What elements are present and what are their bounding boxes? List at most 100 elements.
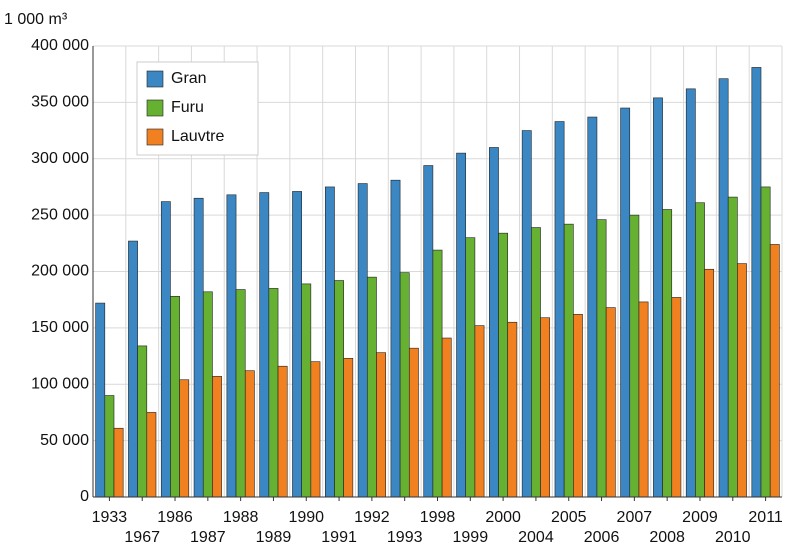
bar [638, 301, 649, 498]
bar [769, 244, 780, 498]
bar [146, 412, 157, 498]
x-tick-label: 1999 [453, 529, 489, 546]
x-tick-label: 1967 [124, 529, 160, 546]
x-tick-label: 2010 [715, 529, 751, 546]
bar [235, 289, 246, 498]
x-tick-label: 2009 [682, 509, 718, 526]
bar [718, 78, 729, 498]
bar [704, 268, 715, 498]
legend-swatch [146, 128, 164, 146]
bar [277, 365, 288, 498]
bar [268, 288, 279, 498]
bar [465, 237, 476, 498]
bar [671, 297, 682, 498]
bar [128, 240, 138, 498]
bar [160, 201, 171, 498]
x-tick-label: 2011 [748, 509, 783, 526]
x-tick-label: 1993 [387, 529, 423, 546]
bar [292, 191, 302, 498]
bar [620, 107, 631, 498]
bar [751, 67, 762, 498]
y-axis-label: 1 000 m³ [4, 11, 68, 28]
x-tick-label: 2008 [649, 529, 685, 546]
x-tick-label: 1986 [157, 509, 193, 526]
y-tick-label: 0 [80, 488, 89, 505]
y-tick-label: 50 000 [40, 432, 89, 449]
bar [540, 317, 551, 498]
bar [727, 196, 738, 498]
bar [113, 427, 124, 498]
bar [629, 214, 640, 498]
bar [489, 147, 499, 498]
y-tick-label: 350 000 [31, 94, 89, 111]
bar [226, 194, 237, 498]
bar [390, 179, 401, 498]
y-tick-label: 300 000 [31, 150, 89, 167]
x-tick-label: 1991 [321, 529, 357, 546]
bar [366, 276, 377, 498]
y-tick-label: 400 000 [31, 37, 89, 54]
legend-label: Furu [171, 99, 204, 116]
x-tick-label: 1989 [256, 529, 292, 546]
bar [685, 88, 696, 498]
bar [737, 263, 747, 498]
bar [653, 97, 663, 498]
y-tick-label: 200 000 [31, 263, 89, 280]
bar [244, 370, 255, 498]
x-tick-label: 1987 [190, 529, 226, 546]
bar [573, 314, 583, 498]
bar [170, 296, 180, 498]
bar [376, 352, 386, 498]
bar [563, 223, 574, 498]
x-tick-label: 2006 [584, 529, 620, 546]
bar [596, 219, 607, 498]
bar [310, 361, 321, 498]
bar [399, 272, 410, 498]
x-tick-label: 1933 [92, 509, 128, 526]
bar [95, 302, 106, 498]
bar [202, 291, 213, 498]
bar [334, 280, 344, 498]
bar [521, 130, 532, 498]
bar [441, 337, 452, 498]
x-tick-label: 1998 [420, 509, 456, 526]
bar [357, 183, 368, 498]
bar [432, 249, 443, 498]
x-tick-label: 1990 [288, 509, 324, 526]
bar [324, 186, 335, 498]
legend-swatch [146, 99, 164, 117]
x-tick-label: 2007 [617, 509, 653, 526]
bar [179, 379, 190, 498]
bar [408, 347, 419, 498]
y-tick-label: 250 000 [31, 206, 89, 223]
bar [474, 325, 485, 498]
bar [760, 186, 771, 498]
bar [605, 307, 616, 498]
y-tick-label: 150 000 [31, 319, 89, 336]
x-tick-label: 2000 [485, 509, 521, 526]
bar [423, 165, 434, 498]
bar [498, 232, 509, 498]
bar [137, 345, 148, 498]
bar [695, 202, 705, 498]
legend-label: Lauvtre [171, 128, 224, 145]
legend-swatch [146, 70, 164, 88]
bar [507, 321, 518, 498]
bar [301, 283, 312, 498]
x-tick-label: 1992 [354, 509, 390, 526]
bar [212, 376, 222, 498]
bar [587, 116, 598, 498]
x-tick-label: 2005 [551, 509, 587, 526]
bar [193, 197, 204, 498]
x-tick-label: 1988 [223, 509, 259, 526]
bar [104, 395, 115, 498]
x-tick-label: 2004 [518, 529, 554, 546]
bar [554, 121, 565, 498]
bar [531, 227, 541, 498]
legend-label: Gran [171, 70, 207, 87]
bar [259, 192, 270, 498]
bar [456, 152, 467, 498]
bar [343, 358, 354, 498]
bar [662, 209, 673, 498]
